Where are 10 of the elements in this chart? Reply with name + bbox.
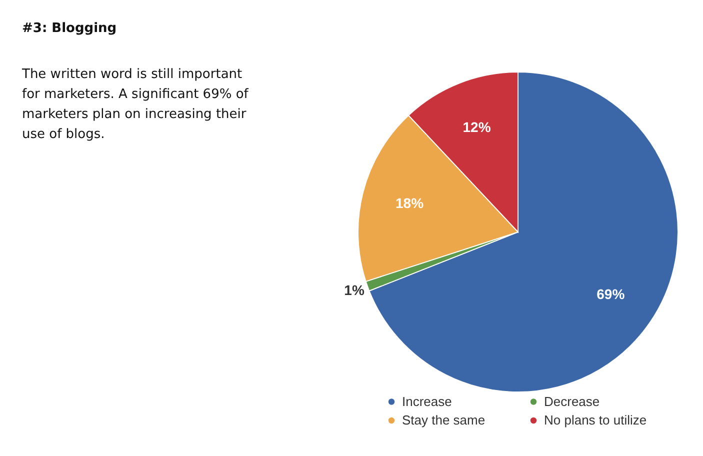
data-label: 18% bbox=[396, 195, 424, 212]
data-label: 69% bbox=[596, 286, 626, 302]
legend-label: Decrease bbox=[544, 394, 600, 409]
legend-label: Stay the same bbox=[402, 412, 486, 428]
text: The written word is still important for marketers. A significant 69% of marketers plan on increasing their use of blogs. bbox=[21, 67, 249, 142]
data-label: 12% bbox=[462, 118, 492, 135]
legend-label: Increase bbox=[402, 394, 452, 409]
legend-label: No plans to utilize bbox=[544, 412, 647, 428]
data-label: 1% bbox=[344, 282, 365, 298]
text: #3: Blogging bbox=[22, 21, 117, 36]
